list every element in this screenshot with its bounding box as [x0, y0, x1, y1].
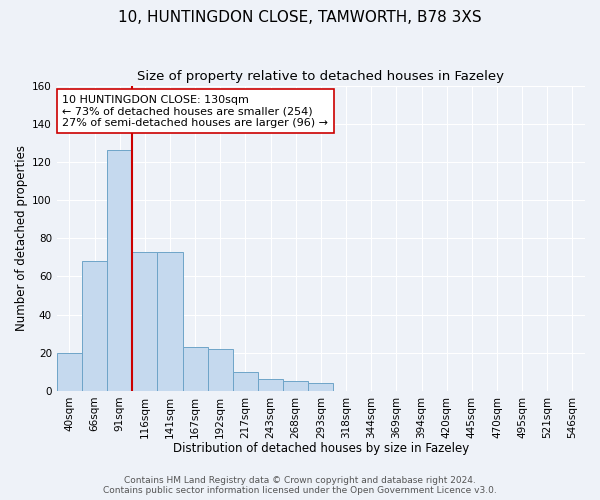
- Bar: [182, 347, 208, 391]
- Bar: [157, 252, 182, 391]
- Bar: [107, 150, 132, 391]
- Text: 10 HUNTINGDON CLOSE: 130sqm
← 73% of detached houses are smaller (254)
27% of se: 10 HUNTINGDON CLOSE: 130sqm ← 73% of det…: [62, 94, 328, 128]
- Bar: [132, 252, 157, 391]
- Text: 10, HUNTINGDON CLOSE, TAMWORTH, B78 3XS: 10, HUNTINGDON CLOSE, TAMWORTH, B78 3XS: [118, 10, 482, 25]
- Text: Contains HM Land Registry data © Crown copyright and database right 2024.
Contai: Contains HM Land Registry data © Crown c…: [103, 476, 497, 495]
- X-axis label: Distribution of detached houses by size in Fazeley: Distribution of detached houses by size …: [173, 442, 469, 455]
- Bar: [308, 383, 334, 391]
- Bar: [82, 261, 107, 391]
- Bar: [208, 349, 233, 391]
- Bar: [283, 382, 308, 391]
- Bar: [233, 372, 258, 391]
- Y-axis label: Number of detached properties: Number of detached properties: [15, 145, 28, 331]
- Bar: [258, 380, 283, 391]
- Bar: [57, 352, 82, 391]
- Title: Size of property relative to detached houses in Fazeley: Size of property relative to detached ho…: [137, 70, 505, 83]
